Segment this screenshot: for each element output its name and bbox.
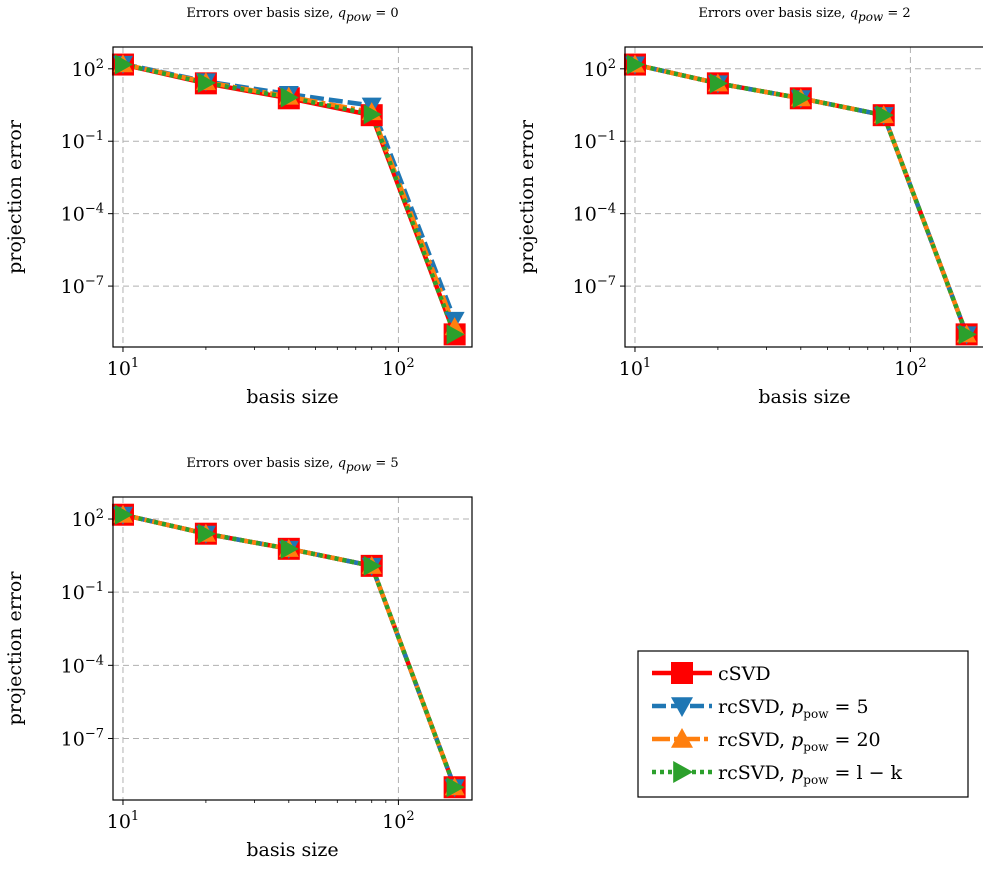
data-point	[363, 555, 382, 576]
x-tick-label: 102	[382, 809, 414, 833]
data-point	[197, 72, 216, 93]
plot-frame	[624, 46, 983, 348]
series-line-3	[122, 512, 457, 789]
legend-label: cSVD	[718, 663, 771, 685]
x-tick-label: 101	[107, 356, 139, 380]
x-axis-label: basis size	[246, 386, 338, 408]
y-tick-label: 102	[72, 57, 104, 81]
x-tick-label: 102	[894, 356, 926, 380]
legend-item: rcSVD, ppow = 20	[652, 728, 881, 754]
x-axis-label: basis size	[758, 386, 850, 408]
y-tick-label: 10−7	[573, 274, 616, 298]
markers-layer	[111, 53, 466, 346]
y-axis-label: projection error	[4, 571, 26, 726]
legend-marker	[673, 761, 693, 783]
y-axis-label: projection error	[516, 119, 538, 274]
y-tick-label: 10−7	[61, 726, 104, 750]
plot-frame	[112, 46, 473, 348]
data-point	[446, 324, 465, 345]
chart-panel-2: 101 102 102 10−1 10−4 10−7 Errors over basis s…	[516, 6, 983, 408]
data-point	[280, 538, 299, 559]
markers-layer	[623, 53, 978, 346]
x-axis-label: basis size	[246, 839, 338, 861]
chart-title: Errors over basis size, qpow = 2	[698, 6, 910, 24]
data-point	[363, 104, 382, 125]
y-tick-label: 102	[584, 57, 616, 81]
y-tick-label: 10−1	[61, 580, 104, 604]
legend-item: rcSVD, ppow = l − k	[652, 761, 903, 787]
data-point	[958, 324, 977, 345]
data-point	[792, 88, 811, 109]
data-point	[280, 87, 299, 108]
y-tick-label: 102	[72, 507, 104, 531]
data-point	[114, 504, 133, 525]
chart-panel-1: 101 102 102 10−1 10−4 10−7 Errors over basis s…	[4, 6, 473, 408]
chart-title: Errors over basis size, qpow = 0	[186, 6, 398, 24]
data-point	[446, 777, 465, 798]
y-tick-label: 10−4	[61, 202, 104, 226]
plot-frame	[112, 496, 473, 801]
y-tick-label: 10−1	[61, 129, 104, 153]
legend-label: rcSVD, ppow = 20	[718, 729, 881, 754]
legend-marker	[671, 728, 693, 748]
x-tick-label: 102	[382, 356, 414, 380]
series-line-2	[122, 61, 457, 321]
legend-item: rcSVD, ppow = 5	[652, 696, 869, 721]
legend-label: rcSVD, ppow = 5	[718, 696, 869, 721]
data-point	[875, 105, 894, 126]
data-point	[626, 54, 645, 75]
y-tick-label: 10−1	[573, 129, 616, 153]
legend-label: rcSVD, ppow = l − k	[718, 762, 903, 787]
series-line-3	[634, 62, 969, 336]
data-point	[114, 54, 133, 75]
x-tick-label: 101	[107, 809, 139, 833]
chart-panel-3: 101 102 102 10−1 10−4 10−7 Errors over basis s…	[4, 456, 473, 861]
data-point	[709, 73, 728, 94]
y-tick-label: 10−4	[573, 202, 616, 226]
legend-marker	[671, 662, 693, 684]
markers-layer	[111, 503, 466, 799]
y-axis-label: projection error	[4, 119, 26, 274]
legend-marker	[671, 697, 693, 717]
legend-item: cSVD	[652, 662, 771, 685]
y-tick-label: 10−4	[61, 653, 104, 677]
x-tick-label: 101	[619, 356, 651, 380]
legend: cSVD rcSVD, ppow = 5 rcSVD, ppow = 20 rcSVD…	[637, 650, 969, 798]
data-point	[197, 523, 216, 544]
y-tick-label: 10−7	[61, 274, 104, 298]
chart-title: Errors over basis size, qpow = 5	[186, 456, 398, 474]
